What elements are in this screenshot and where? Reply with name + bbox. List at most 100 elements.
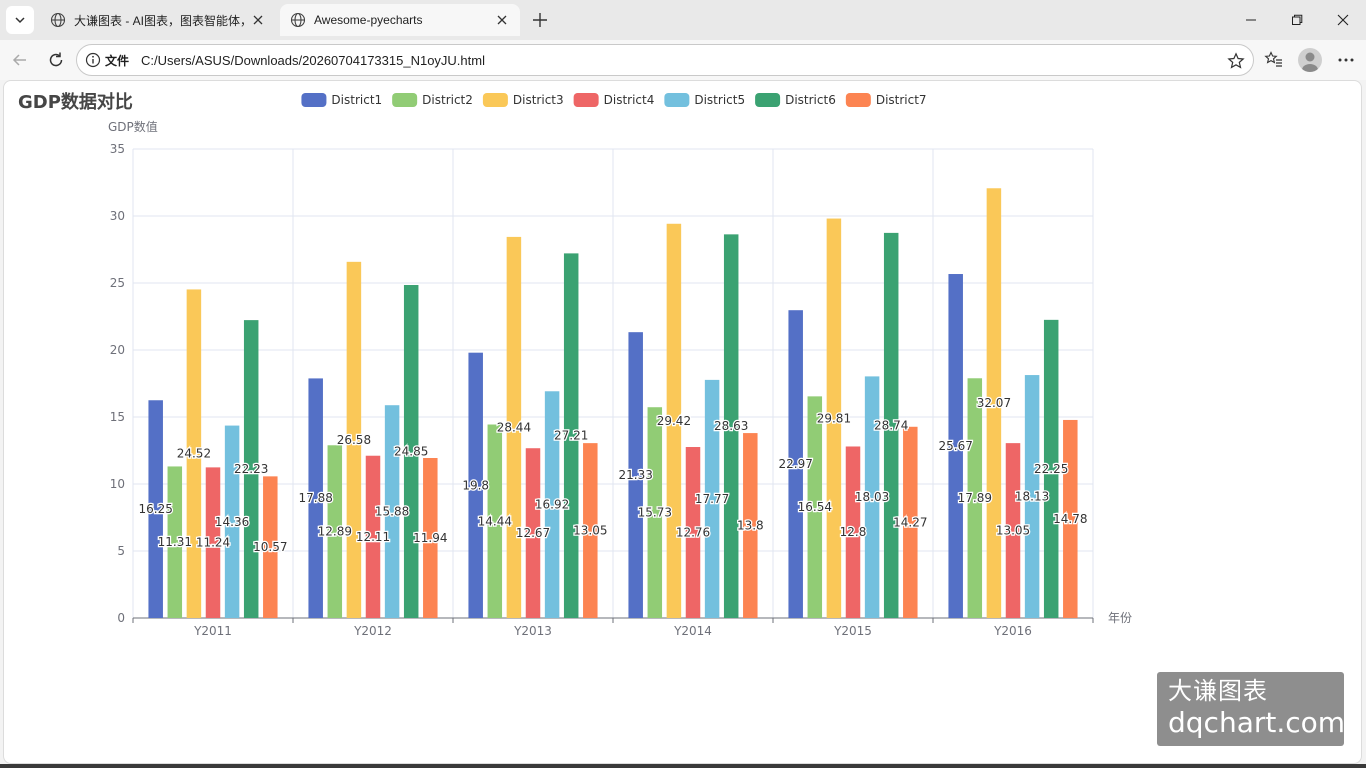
data-label: 11.94 [413,531,447,545]
bar[interactable] [883,232,899,618]
data-label: 21.33 [619,468,653,482]
tab-awesome-pyecharts[interactable]: Awesome-pyecharts [280,4,520,36]
y-tick-label: 15 [110,410,125,424]
x-axis-title: 年份 [1108,611,1132,625]
bar[interactable] [506,236,522,619]
bar[interactable] [826,218,842,618]
bar[interactable] [583,443,598,618]
tab-title: 大谦图表 - AI图表，图表智能体，> [74,13,250,28]
refresh-button[interactable] [42,46,70,74]
data-label: 17.88 [299,491,333,505]
bar[interactable] [327,445,343,618]
legend-swatch[interactable] [664,93,690,107]
bar[interactable] [807,396,823,618]
chart-data-labels: 16.25 17.88 19.8 21.33 22.97 25.67 11.31 12.89 1… [137,395,1088,556]
bar[interactable] [1024,375,1040,618]
bar[interactable] [224,425,240,618]
legend-swatch[interactable] [755,93,781,107]
bar[interactable] [967,378,983,618]
bar[interactable] [723,234,739,618]
bar[interactable] [986,188,1002,618]
bar[interactable] [666,223,682,618]
data-label: 13.8 [737,519,764,533]
legend-swatch[interactable] [301,93,327,107]
bar[interactable] [1063,419,1078,618]
minimize-button[interactable] [1228,0,1274,40]
bar[interactable] [167,466,183,618]
restore-button[interactable] [1274,0,1320,40]
bar[interactable] [148,400,163,618]
bar[interactable] [243,320,259,618]
legend-label[interactable]: District2 [422,93,473,107]
bar[interactable] [308,378,323,618]
bar[interactable] [948,274,963,618]
new-tab-button[interactable] [528,8,552,32]
favorites-button[interactable] [1262,48,1286,72]
data-label: 10.57 [253,540,287,554]
info-icon[interactable] [85,52,101,68]
legend-swatch[interactable] [392,93,418,107]
close-tab-icon[interactable] [494,12,510,28]
bar[interactable] [647,407,663,618]
bar[interactable] [365,455,381,618]
data-label: 24.85 [394,445,428,459]
settings-more-button[interactable] [1334,48,1358,72]
bottom-edge [0,764,1366,768]
tab-list-button[interactable] [6,6,34,34]
y-axis-title: GDP数值 [108,119,158,134]
legend-label[interactable]: District6 [785,93,836,107]
legend-label[interactable]: District5 [694,93,745,107]
bar[interactable] [205,467,221,618]
chevron-down-icon [15,17,25,24]
chart-legend[interactable]: District1 District2 District3 District4 Dist… [301,93,927,107]
bar[interactable] [423,458,438,618]
bar[interactable] [628,332,643,618]
bar[interactable] [903,426,918,618]
legend-label[interactable]: District4 [604,93,655,107]
data-label: 12.76 [676,526,710,540]
url-text[interactable]: C:/Users/ASUS/Downloads/20260704173315_N… [141,52,485,68]
data-label: 12.67 [516,526,550,540]
bar[interactable] [403,285,419,618]
watermark-line1: 大谦图表 [1168,677,1268,705]
back-button[interactable] [6,46,34,74]
bar[interactable] [1043,319,1059,618]
data-label: 14.27 [893,515,927,529]
address-bar[interactable]: 文件 C:/Users/ASUS/Downloads/2026070417331… [76,44,1254,76]
close-tab-icon[interactable] [250,12,266,28]
legend-label[interactable]: District3 [513,93,564,107]
bar[interactable] [563,253,579,619]
tab-dqchart[interactable]: 大谦图表 - AI图表，图表智能体，> [40,4,276,36]
bar[interactable] [186,289,202,618]
legend-swatch[interactable] [573,93,599,107]
bar[interactable] [845,446,861,618]
data-label: 25.67 [939,439,973,453]
favorite-star-icon[interactable] [1227,52,1245,70]
data-label: 24.52 [177,447,211,461]
bar[interactable] [788,310,803,618]
profile-avatar[interactable] [1298,48,1322,72]
bar[interactable] [346,261,362,618]
user-icon [1302,52,1318,72]
bar[interactable] [704,379,720,618]
data-label: 28.44 [497,420,531,434]
bar[interactable] [685,447,701,618]
bar[interactable] [1005,443,1021,618]
legend-label[interactable]: District7 [876,93,927,107]
refresh-icon [49,52,63,67]
close-window-button[interactable] [1320,0,1366,40]
legend-swatch[interactable] [845,93,871,107]
legend-label[interactable]: District1 [331,93,382,107]
bar[interactable] [263,476,278,618]
bar[interactable] [544,391,560,618]
bar[interactable] [384,405,400,618]
chart-axes: 0 5 10 15 20 25 30 35 Y2011 Y2012 Y2013 Y2014 Y2015 Y… [110,142,1094,638]
bar[interactable] [743,433,758,618]
bar[interactable] [468,352,483,618]
bar[interactable] [525,448,541,618]
bar[interactable] [864,376,880,618]
data-label: 17.89 [958,491,992,505]
legend-swatch[interactable] [482,93,508,107]
bar[interactable] [487,424,503,618]
more-horizontal-icon [1338,58,1354,62]
